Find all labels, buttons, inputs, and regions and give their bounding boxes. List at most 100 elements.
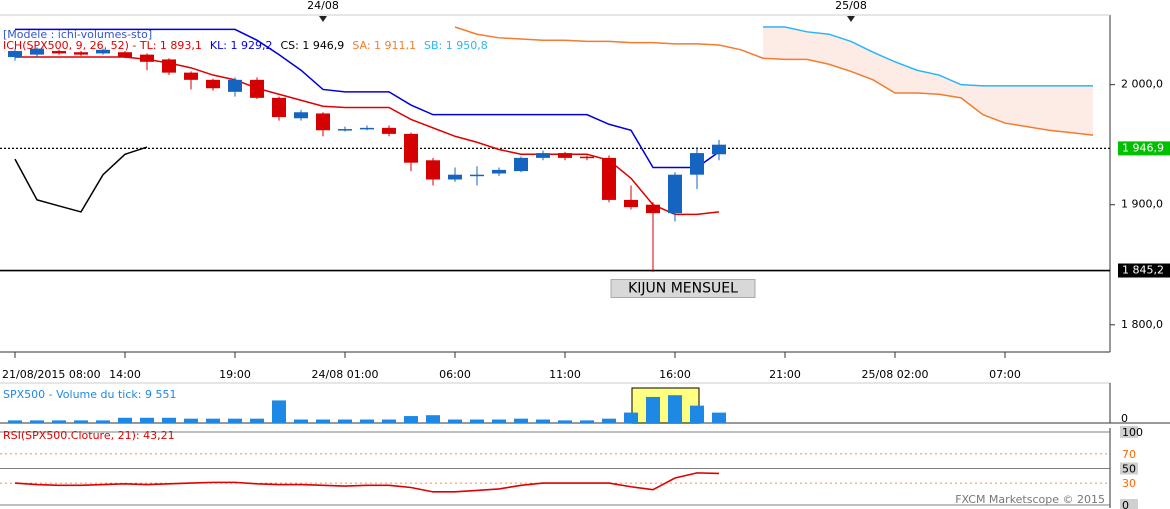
y-tick-label: 100 <box>1122 426 1143 439</box>
top-date-label: 25/08 <box>835 0 867 12</box>
y-tick-label: 1 800,0 <box>1121 318 1163 331</box>
volume-bar <box>360 419 374 423</box>
volume-bar <box>294 419 308 423</box>
volume-bar <box>162 417 176 423</box>
candle-body <box>404 133 418 163</box>
candle-body <box>118 52 132 58</box>
volume-bar <box>52 420 66 423</box>
y-tick-box <box>1120 499 1138 509</box>
candle-body <box>228 79 242 92</box>
candle-body <box>712 144 726 155</box>
legend-entry: CS: 1 946,9 <box>280 39 344 52</box>
level-label: 1 946,9 <box>1122 141 1164 154</box>
volume-bar <box>712 412 726 423</box>
volume-bar <box>206 418 220 423</box>
candle-body <box>316 113 330 131</box>
indicator-line <box>763 26 1093 87</box>
candle-body <box>580 156 594 159</box>
volume-bar <box>184 418 198 423</box>
candle-body <box>448 174 462 180</box>
date-marker <box>319 16 327 22</box>
y-tick-box <box>1120 462 1138 475</box>
candle-body <box>536 153 550 158</box>
volume-bar <box>624 412 638 423</box>
panel-title: RSI(SPX500.Cloture, 21): 43,21 <box>3 429 175 442</box>
y-tick-label: 2 000,0 <box>1121 78 1163 91</box>
volume-bar <box>316 419 330 423</box>
x-tick-label: 16:00 <box>659 368 691 381</box>
rsi-line <box>14 472 720 493</box>
volume-bar <box>118 417 132 423</box>
volume-bar <box>140 417 154 423</box>
x-tick-label: 07:00 <box>989 368 1021 381</box>
level-label-box <box>1118 263 1170 278</box>
y-tick-label: 30 <box>1122 477 1136 490</box>
volume-bar <box>514 418 528 423</box>
candle-body <box>690 153 704 175</box>
candle-body <box>602 157 616 200</box>
legend: ICH(SPX500, 9, 26, 52) - TL: 1 893,1 KL: … <box>3 39 488 52</box>
chart-title: [Modele : ichi-volumes-sto] <box>3 28 152 41</box>
y-tick-label: 1 900,0 <box>1121 198 1163 211</box>
candle-body <box>184 72 198 80</box>
volume-bar <box>250 418 264 423</box>
x-tick-label: 24/08 01:00 <box>312 368 379 381</box>
volume-bar <box>74 420 88 423</box>
candle-body <box>52 51 66 54</box>
indicator-line <box>15 28 720 169</box>
indicator-line <box>15 56 720 216</box>
volume-bar <box>404 416 418 423</box>
volume-bar <box>96 420 110 423</box>
candle-body <box>514 157 528 172</box>
candle-body <box>470 174 484 177</box>
selection-highlight <box>631 387 700 424</box>
candle-body <box>294 112 308 119</box>
candle-body <box>360 127 374 130</box>
level-label: 1 845,2 <box>1122 264 1164 277</box>
candle-body <box>382 127 396 134</box>
volume-bar <box>668 395 682 423</box>
candle-body <box>338 129 352 131</box>
volume-bar <box>558 420 572 423</box>
legend-entry: SB: 1 950,8 <box>424 39 488 52</box>
volume-bar <box>228 418 242 423</box>
candle-body <box>668 174 682 214</box>
volume-bar <box>602 418 616 423</box>
x-tick-label: 25/08 02:00 <box>862 368 929 381</box>
x-tick-label: 19:00 <box>219 368 251 381</box>
candle-body <box>8 51 22 58</box>
candle-body <box>558 153 572 158</box>
date-marker <box>847 16 855 22</box>
annotation-box <box>610 279 756 299</box>
candle-body <box>646 204 660 214</box>
candle-body <box>624 199 638 208</box>
x-tick-label: 14:00 <box>109 368 141 381</box>
candle-body <box>250 79 264 98</box>
candle-body <box>162 59 176 73</box>
x-tick-label: 21:00 <box>769 368 801 381</box>
candle-body <box>492 169 506 174</box>
y-tick-label: 0 <box>1121 412 1128 425</box>
indicator-line <box>454 26 1094 136</box>
candle-body <box>206 79 220 89</box>
legend-entry: SA: 1 911,1 <box>352 39 416 52</box>
candle-body <box>30 48 44 55</box>
volume-bar <box>338 419 352 423</box>
y-tick-label: 50 <box>1122 463 1136 476</box>
legend-entry: KL: 1 929,2 <box>210 39 273 52</box>
candle-body <box>140 54 154 62</box>
y-tick-label: 70 <box>1122 448 1136 461</box>
top-date-label: 24/08 <box>307 0 339 12</box>
volume-bar <box>448 419 462 423</box>
cloud-fill <box>763 27 1093 136</box>
candle-body <box>426 160 440 180</box>
watermark: FXCM Marketscope © 2015 <box>955 493 1105 506</box>
volume-bar <box>690 405 704 423</box>
level-label-box <box>1118 141 1170 156</box>
volume-bar <box>492 419 506 423</box>
x-tick-label: 11:00 <box>549 368 581 381</box>
legend-entry: TL: 1 893,1 <box>139 39 202 52</box>
volume-bar <box>536 419 550 423</box>
